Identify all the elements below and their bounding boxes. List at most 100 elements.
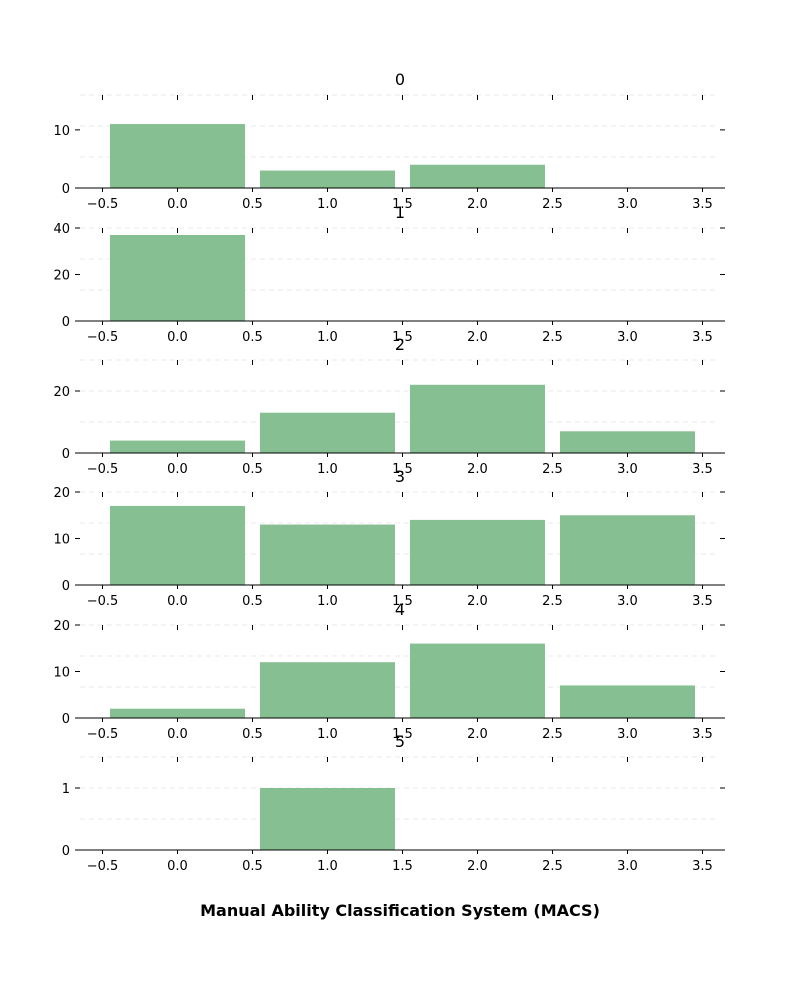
bar-3-0 <box>110 505 245 585</box>
x-tick-label: −0.5 <box>87 197 119 212</box>
y-tick-label: 0 <box>62 315 70 330</box>
y-tick-label: 20 <box>53 619 70 634</box>
bar-4-1 <box>260 662 395 718</box>
panel-title: 4 <box>395 600 405 619</box>
x-tick-label: 3.5 <box>692 727 713 742</box>
y-tick-label: 0 <box>62 844 70 859</box>
y-tick-label: 0 <box>62 447 70 462</box>
bar-2-2 <box>410 384 545 453</box>
x-tick-label: 2.0 <box>467 462 488 477</box>
bar-0-0 <box>110 124 245 188</box>
x-tick-label: 2.0 <box>467 330 488 345</box>
bar-4-0 <box>110 708 245 718</box>
x-tick-label: 3.5 <box>692 462 713 477</box>
x-tick-label: 0.0 <box>167 330 188 345</box>
x-tick-label: 3.0 <box>617 594 638 609</box>
x-tick-label: 3.0 <box>617 330 638 345</box>
x-tick-label: 3.5 <box>692 859 713 874</box>
panel-title: 2 <box>395 335 405 354</box>
panel-1: −0.5 0.0 0.5 1.0 1.5 2.0 2.5 3.0 3.5 0 20 40 1 <box>53 203 725 345</box>
x-tick-label: 3.0 <box>617 197 638 212</box>
x-axis-label: Manual Ability Classification System (MA… <box>200 901 600 920</box>
x-tick-label: 2.5 <box>542 859 563 874</box>
y-tick-label: 1 <box>62 782 70 797</box>
x-tick-label: −0.5 <box>87 859 119 874</box>
x-tick-label: 3.5 <box>692 197 713 212</box>
panel-2: −0.5 0.0 0.5 1.0 1.5 2.0 2.5 3.0 3.5 0 20 2 <box>53 335 725 477</box>
panel-4: −0.5 0.0 0.5 1.0 1.5 2.0 2.5 3.0 3.5 0 10 20 4 <box>53 600 725 742</box>
x-tick-label: 0.5 <box>242 727 263 742</box>
x-tick-label: 2.0 <box>467 727 488 742</box>
x-tick-label: 1.0 <box>317 462 338 477</box>
y-tick-label: 40 <box>53 222 70 237</box>
y-tick-label: 0 <box>62 579 70 594</box>
x-tick-label: 0.5 <box>242 859 263 874</box>
panel-title: 5 <box>395 732 405 751</box>
bar-2-0 <box>110 440 245 453</box>
x-tick-label: 3.0 <box>617 727 638 742</box>
x-tick-label: 2.5 <box>542 330 563 345</box>
x-tick-label: 1.5 <box>392 594 413 609</box>
panel-0: −0.5 0.0 0.5 1.0 1.5 2.0 2.5 3.0 3.5 0 10 0 <box>53 70 725 212</box>
bar-4-3 <box>560 685 695 718</box>
x-tick-label: −0.5 <box>87 727 119 742</box>
x-tick-label: 2.0 <box>467 197 488 212</box>
x-tick-label: 1.5 <box>392 197 413 212</box>
x-tick-label: 2.5 <box>542 197 563 212</box>
x-tick-label: 2.0 <box>467 859 488 874</box>
bar-2-3 <box>560 431 695 453</box>
bar-2-1 <box>260 412 395 453</box>
bar-3-1 <box>260 524 395 585</box>
x-tick-label: 0.5 <box>242 462 263 477</box>
x-tick-label: 0.0 <box>167 727 188 742</box>
x-tick-label: −0.5 <box>87 594 119 609</box>
bar-1-0 <box>110 234 245 321</box>
panel-title: 1 <box>395 203 405 222</box>
panel-3: −0.5 0.0 0.5 1.0 1.5 2.0 2.5 3.0 3.5 0 10 20 3 <box>53 467 725 609</box>
x-tick-label: 0.5 <box>242 594 263 609</box>
y-tick-label: 10 <box>53 666 70 681</box>
x-tick-label: 0.0 <box>167 594 188 609</box>
y-tick-label: 20 <box>53 385 70 400</box>
x-tick-label: 2.0 <box>467 594 488 609</box>
bar-0-2 <box>410 164 545 188</box>
x-tick-label: 1.0 <box>317 197 338 212</box>
y-tick-label: 0 <box>62 712 70 727</box>
x-tick-label: 3.0 <box>617 462 638 477</box>
x-tick-label: 3.5 <box>692 330 713 345</box>
y-tick-label: 10 <box>53 533 70 548</box>
bar-3-2 <box>410 519 545 585</box>
y-tick-label: 20 <box>53 486 70 501</box>
x-tick-label: 2.5 <box>542 462 563 477</box>
y-tick-label: 10 <box>53 124 70 139</box>
panel-5: −0.5 0.0 0.5 1.0 1.5 2.0 2.5 3.0 3.5 0 1 5 <box>62 732 725 874</box>
x-tick-label: 1.5 <box>392 330 413 345</box>
x-tick-label: 1.5 <box>392 727 413 742</box>
x-tick-label: 0.0 <box>167 859 188 874</box>
x-tick-label: −0.5 <box>87 462 119 477</box>
x-tick-label: 1.0 <box>317 727 338 742</box>
panel-title: 3 <box>395 467 405 486</box>
x-tick-label: 1.5 <box>392 462 413 477</box>
x-tick-label: 1.0 <box>317 859 338 874</box>
x-tick-label: −0.5 <box>87 330 119 345</box>
x-tick-label: 0.0 <box>167 197 188 212</box>
x-tick-label: 1.0 <box>317 330 338 345</box>
y-tick-label: 0 <box>62 182 70 197</box>
x-tick-label: 0.5 <box>242 197 263 212</box>
x-tick-label: 1.5 <box>392 859 413 874</box>
panel-title: 0 <box>395 70 405 89</box>
x-tick-label: 0.0 <box>167 462 188 477</box>
y-tick-label: 20 <box>53 269 70 284</box>
bar-4-2 <box>410 643 545 718</box>
bar-5-1 <box>260 788 395 850</box>
x-tick-label: 3.5 <box>692 594 713 609</box>
x-tick-label: 2.5 <box>542 594 563 609</box>
x-tick-label: 3.0 <box>617 859 638 874</box>
x-tick-label: 0.5 <box>242 330 263 345</box>
x-tick-label: 1.0 <box>317 594 338 609</box>
bar-3-3 <box>560 515 695 585</box>
x-tick-label: 2.5 <box>542 727 563 742</box>
